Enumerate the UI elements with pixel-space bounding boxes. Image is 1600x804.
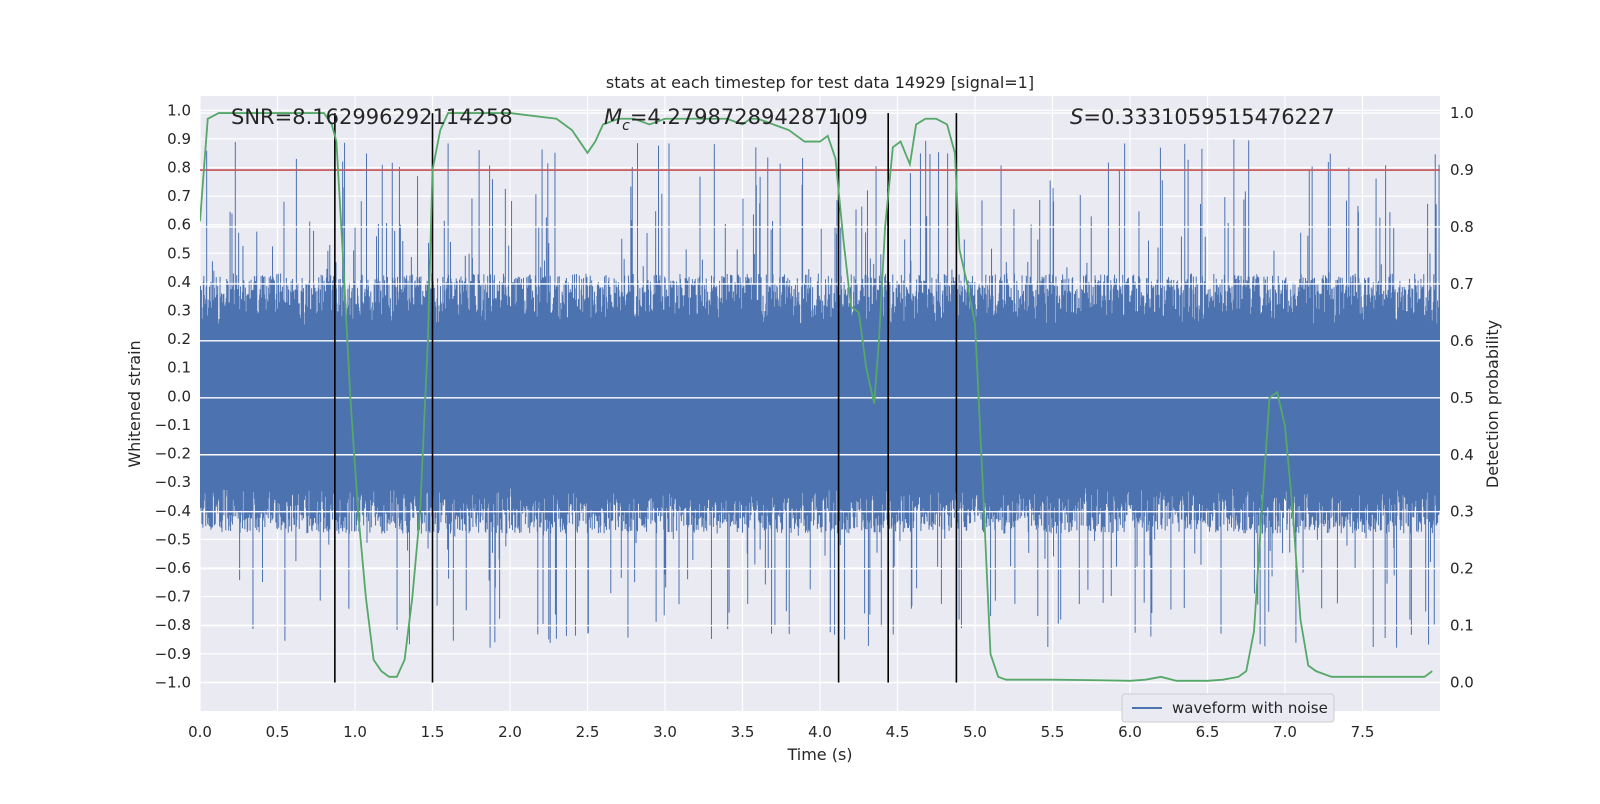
chart-title: stats at each timestep for test data 149… xyxy=(606,73,1034,92)
series-detection-probability xyxy=(200,112,1433,682)
s-annotation: S=0.3331059515476227 xyxy=(1070,105,1335,129)
y-tick-label: −1.0 xyxy=(155,673,191,691)
x-tick-label: 2.0 xyxy=(498,723,522,741)
y-tick-label: 0.9 xyxy=(167,130,191,148)
y-tick-label: −0.9 xyxy=(155,645,191,663)
y-tick-label: 0.6 xyxy=(167,216,191,234)
y-right-tick-label: 0.5 xyxy=(1450,389,1474,407)
x-tick-label: 1.0 xyxy=(343,723,367,741)
y-right-tick-label: 0.0 xyxy=(1450,674,1474,692)
y-tick-label: 0.8 xyxy=(167,159,191,177)
legend-box xyxy=(1121,693,1335,723)
x-tick-label: 5.5 xyxy=(1041,723,1065,741)
y-tick-label: −0.2 xyxy=(155,445,191,463)
y-right-tick-label: 0.7 xyxy=(1450,275,1474,293)
y-tick-label: 1.0 xyxy=(167,101,191,119)
y-tick-label: 0.0 xyxy=(167,387,191,405)
y-tick-label: 0.7 xyxy=(167,187,191,205)
x-tick-label: 4.5 xyxy=(886,723,910,741)
y-axis-label: Whitened strain xyxy=(125,340,144,467)
x-tick-label: 0.5 xyxy=(266,723,290,741)
y-tick-label: 0.1 xyxy=(167,359,191,377)
y-tick-label: −0.7 xyxy=(155,588,191,606)
x-tick-label: 3.5 xyxy=(731,723,755,741)
x-tick-label: 7.5 xyxy=(1351,723,1375,741)
y-tick-label: −0.6 xyxy=(155,559,191,577)
y-right-tick-label: 0.9 xyxy=(1450,161,1474,179)
y-right-tick-label: 0.8 xyxy=(1450,218,1474,236)
x-tick-label: 2.5 xyxy=(576,723,600,741)
legend-label: waveform with noise xyxy=(1172,699,1328,717)
y-tick-label: −0.8 xyxy=(155,616,191,634)
y-tick-label: 0.3 xyxy=(167,302,191,320)
s-symbol: S xyxy=(1070,105,1083,129)
x-tick-label: 5.0 xyxy=(963,723,987,741)
y-right-tick-labels: 1.0 0.9 0.8 0.7 0.6 0.5 0.4 0.3 0.2 0.1 0.0 xyxy=(1450,104,1474,691)
chirp-mass-annotation: Mc=4.279872894287109 xyxy=(604,105,868,134)
x-tick-label: 4.0 xyxy=(808,723,832,741)
y-tick-label: −0.4 xyxy=(155,502,191,520)
x-tick-label: 1.5 xyxy=(421,723,445,741)
legend: waveform with noise xyxy=(1121,693,1335,723)
x-tick-label: 0.0 xyxy=(188,723,212,741)
chirp-mass-symbol: M xyxy=(604,105,622,129)
y-right-tick-label: 0.6 xyxy=(1450,332,1474,350)
y-right-tick-label: 0.2 xyxy=(1450,560,1474,578)
y-tick-label: −0.1 xyxy=(155,416,191,434)
x-tick-labels: 0.0 0.5 1.0 1.5 2.0 2.5 3.0 3.5 4.0 4.5 5.0 5.5 6.0 6… xyxy=(188,723,1374,741)
x-tick-label: 7.0 xyxy=(1273,723,1297,741)
chirp-mass-subscript: c xyxy=(622,118,630,134)
y-tick-label: 0.5 xyxy=(167,244,191,262)
y-tick-label: −0.5 xyxy=(155,530,191,548)
y-tick-label: 0.4 xyxy=(167,273,191,291)
vertical-markers xyxy=(334,113,958,683)
x-tick-label: 6.0 xyxy=(1118,723,1142,741)
y-right-tick-label: 0.1 xyxy=(1450,617,1474,635)
y-tick-label: 0.2 xyxy=(167,330,191,348)
y-tick-labels: 1.0 0.9 0.8 0.7 0.6 0.5 0.4 0.3 0.2 0.1 0.0 −0.1 −0.… xyxy=(155,101,191,691)
x-tick-label: 6.5 xyxy=(1196,723,1220,741)
s-value: =0.3331059515476227 xyxy=(1083,105,1334,129)
x-axis-label: Time (s) xyxy=(786,745,852,764)
x-tick-label: 3.0 xyxy=(653,723,677,741)
y-right-tick-label: 0.4 xyxy=(1450,446,1474,464)
y-right-tick-label: 1.0 xyxy=(1450,104,1474,122)
snr-annotation: SNR=8.162996292114258 xyxy=(231,105,513,129)
y-tick-label: −0.3 xyxy=(155,473,191,491)
y-right-tick-label: 0.3 xyxy=(1450,503,1474,521)
chirp-mass-value: =4.279872894287109 xyxy=(630,105,868,129)
y-right-axis-label: Detection probability xyxy=(1483,320,1502,488)
